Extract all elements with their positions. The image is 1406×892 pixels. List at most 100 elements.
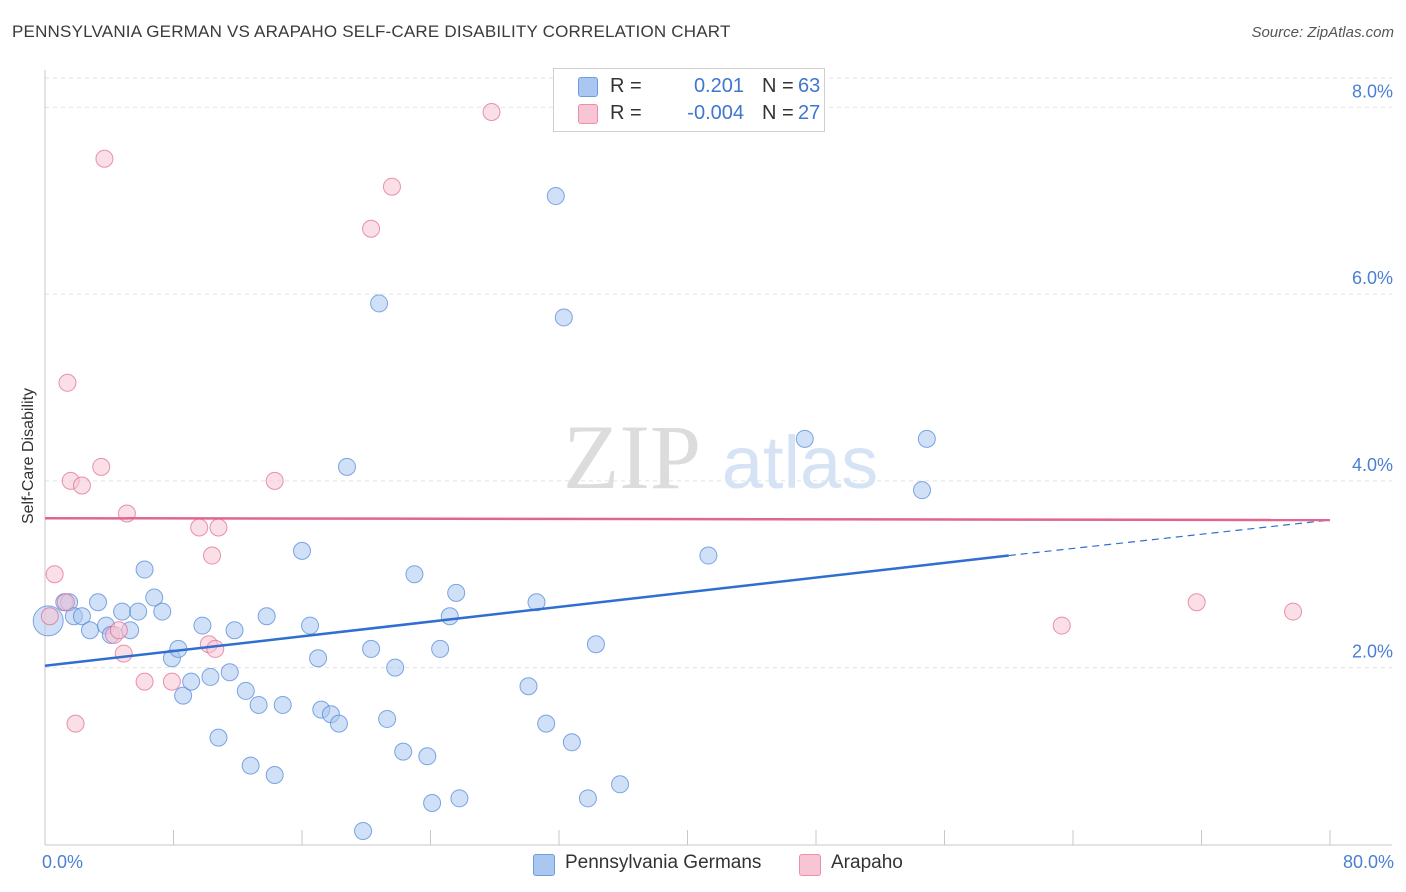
point-arapaho (162, 672, 181, 691)
point-pennsylvania-german (145, 588, 164, 607)
x-tick-label-max: 80.0% (1342, 852, 1394, 872)
point-pennsylvania-german (450, 789, 469, 808)
y-tick-label: 2.0% (1352, 642, 1393, 662)
legend-label: Arapaho (831, 852, 903, 873)
r-value: 0.201 (693, 75, 744, 97)
n-value: 27 (798, 102, 821, 124)
point-pennsylvania-german (129, 602, 148, 621)
point-pennsylvania-german (301, 616, 320, 635)
point-pennsylvania-german (220, 663, 239, 682)
point-arapaho (58, 373, 77, 392)
point-arapaho (1052, 616, 1071, 635)
point-arapaho (109, 621, 128, 640)
point-pennsylvania-german (431, 639, 450, 658)
legend-swatch-arapaho (799, 854, 821, 876)
r-label: R = (610, 102, 642, 124)
point-pennsylvania-german (153, 602, 172, 621)
point-arapaho (190, 518, 209, 537)
point-arapaho (362, 219, 381, 238)
point-arapaho (72, 476, 91, 495)
point-pennsylvania-german (249, 695, 268, 714)
watermark-zip: ZIP (563, 406, 701, 508)
point-pennsylvania-german (913, 481, 932, 500)
point-arapaho (1284, 602, 1303, 621)
point-arapaho (40, 607, 59, 626)
point-pennsylvania-german (241, 756, 260, 775)
n-label: N = (762, 102, 794, 124)
point-pennsylvania-german (236, 681, 255, 700)
point-pennsylvania-german (546, 187, 565, 206)
point-pennsylvania-german (337, 457, 356, 476)
point-pennsylvania-german (394, 742, 413, 761)
point-pennsylvania-german (273, 695, 292, 714)
trendline-arapaho (44, 516, 1331, 522)
legend-swatch-pennsylvania (578, 77, 598, 97)
point-arapaho (1187, 593, 1206, 612)
trendline-pennsylvania-solid (44, 554, 1009, 667)
point-arapaho (56, 593, 75, 612)
point-arapaho (45, 565, 64, 584)
point-pennsylvania-german (578, 789, 597, 808)
point-arapaho (482, 103, 501, 122)
point-pennsylvania-german (174, 686, 193, 705)
point-pennsylvania-german (386, 658, 405, 677)
watermark: ZIP atlas (563, 406, 878, 508)
trendline-pennsylvania-dashed (1008, 519, 1331, 557)
trendlines (44, 516, 1331, 667)
point-arapaho (382, 177, 401, 196)
point-pennsylvania-german (329, 714, 348, 733)
point-arapaho (66, 714, 85, 733)
y-tick-labels: 2.0% 4.0% 6.0% 8.0% (1352, 81, 1393, 661)
point-pennsylvania-german (72, 607, 91, 626)
point-pennsylvania-german (354, 821, 373, 840)
point-pennsylvania-german (917, 429, 936, 448)
n-value: 63 (798, 75, 821, 97)
n-label: N = (762, 75, 794, 97)
gridlines (45, 77, 1392, 669)
point-arapaho (92, 457, 111, 476)
point-pennsylvania-german (193, 616, 212, 635)
r-label: R = (610, 75, 642, 97)
point-pennsylvania-german (440, 607, 459, 626)
point-pennsylvania-german (135, 560, 154, 579)
point-pennsylvania-german (257, 607, 276, 626)
point-pennsylvania-german (209, 728, 228, 747)
point-arapaho (203, 546, 222, 565)
point-pennsylvania-german (554, 308, 573, 327)
point-pennsylvania-german (265, 765, 284, 784)
point-pennsylvania-german (447, 583, 466, 602)
point-pennsylvania-german (89, 593, 108, 612)
point-pennsylvania-german (423, 793, 442, 812)
point-arapaho (265, 471, 284, 490)
source-credit: Source: ZipAtlas.com (1251, 24, 1394, 41)
point-pennsylvania-german (225, 621, 244, 640)
point-pennsylvania-german (370, 294, 389, 313)
point-pennsylvania-german (699, 546, 718, 565)
point-pennsylvania-german (795, 429, 814, 448)
point-pennsylvania-german (562, 733, 581, 752)
point-pennsylvania-german (405, 565, 424, 584)
point-pennsylvania-german (201, 667, 220, 686)
point-pennsylvania-german (519, 677, 538, 696)
legend-swatch-pennsylvania (533, 854, 555, 876)
point-pennsylvania-german (80, 621, 99, 640)
point-pennsylvania-german (113, 602, 132, 621)
stats-legend: R = 0.201 N = 63 R = -0.004 N = 27 (553, 68, 825, 132)
chart-title: PENNSYLVANIA GERMAN VS ARAPAHO SELF-CARE… (12, 22, 731, 41)
legend-swatch-arapaho (578, 104, 598, 124)
point-arapaho (114, 644, 133, 663)
point-pennsylvania-german (182, 672, 201, 691)
r-value: -0.004 (687, 102, 744, 124)
x-tick-label-min: 0.0% (42, 852, 84, 872)
data-points (32, 103, 1303, 840)
point-arapaho (206, 639, 225, 658)
legend-label: Pennsylvania Germans (565, 852, 762, 873)
point-pennsylvania-german (586, 635, 605, 654)
axes (44, 70, 1392, 846)
point-arapaho (135, 672, 154, 691)
point-arapaho (95, 149, 114, 168)
y-tick-label: 8.0% (1352, 81, 1393, 101)
y-tick-label: 4.0% (1352, 455, 1393, 475)
point-pennsylvania-german (537, 714, 556, 733)
